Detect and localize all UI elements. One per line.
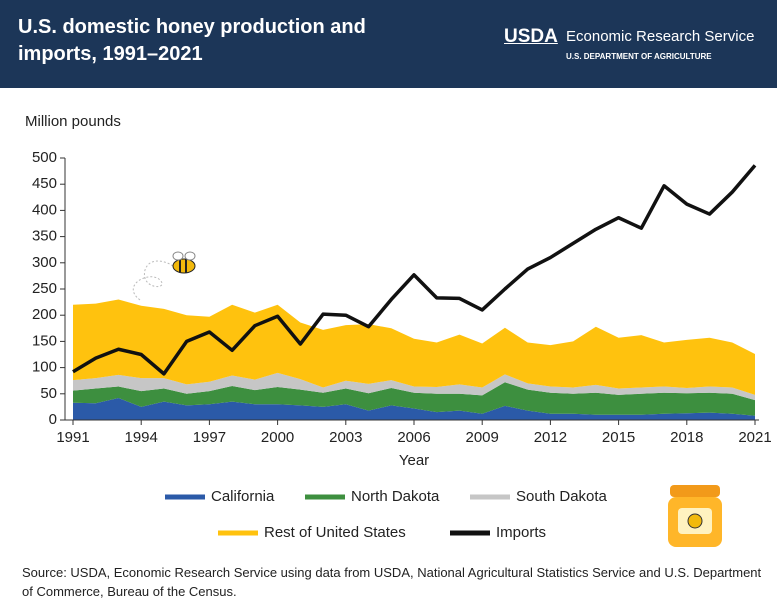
y-tick-label: 100: [32, 359, 57, 376]
x-tick-label: 2012: [534, 429, 567, 446]
plot-area: [73, 165, 755, 420]
page: Million pounds Year 0 50 100 150 200 250 300 35…: [0, 0, 777, 608]
y-tick-label: 250: [32, 280, 57, 297]
chart: Million pounds Year 0 50 100 150 200 250 300 35…: [0, 0, 777, 608]
logo-department: U.S. DEPARTMENT OF AGRICULTURE: [566, 52, 712, 61]
x-tick-label: 1991: [56, 429, 89, 446]
y-tick-label: 150: [32, 332, 57, 349]
y-tick-label: 500: [32, 149, 57, 166]
honey-jar-icon: [668, 485, 722, 547]
y-tick-label: 450: [32, 175, 57, 192]
y-tick-label: 350: [32, 228, 57, 245]
x-tick-label: 2018: [670, 429, 703, 446]
header: U.S. domestic honey production and impor…: [0, 0, 777, 88]
legend-label: Imports: [496, 524, 546, 541]
x-tick-label: 1994: [125, 429, 158, 446]
legend-label: Rest of United States: [264, 524, 406, 541]
x-tick-label: 2021: [738, 429, 771, 446]
y-tick-label: 400: [32, 201, 57, 218]
logo-agency: USDA: [504, 26, 558, 48]
bee-icon: [133, 252, 195, 300]
x-tick-label: 2015: [602, 429, 635, 446]
x-tick-label: 1997: [193, 429, 226, 446]
source-note: Source: USDA, Economic Research Service …: [22, 563, 762, 601]
area: [73, 299, 755, 394]
legend-label: South Dakota: [516, 488, 608, 505]
logo-service: Economic Research Service: [566, 28, 754, 45]
chart-title: U.S. domestic honey production and impor…: [18, 14, 418, 68]
x-tick-label: 2006: [397, 429, 430, 446]
y-tick-label: 50: [40, 385, 57, 402]
x-axis-label: Year: [399, 452, 429, 469]
legend-label: North Dakota: [351, 488, 440, 505]
legend-label: California: [211, 488, 275, 505]
y-tick-label: 0: [49, 411, 57, 428]
x-tick-label: 2009: [466, 429, 499, 446]
y-axis-label: Million pounds: [25, 113, 121, 130]
y-tick-label: 300: [32, 254, 57, 271]
x-tick-label: 2003: [329, 429, 362, 446]
x-tick-label: 2000: [261, 429, 294, 446]
y-tick-label: 200: [32, 306, 57, 323]
